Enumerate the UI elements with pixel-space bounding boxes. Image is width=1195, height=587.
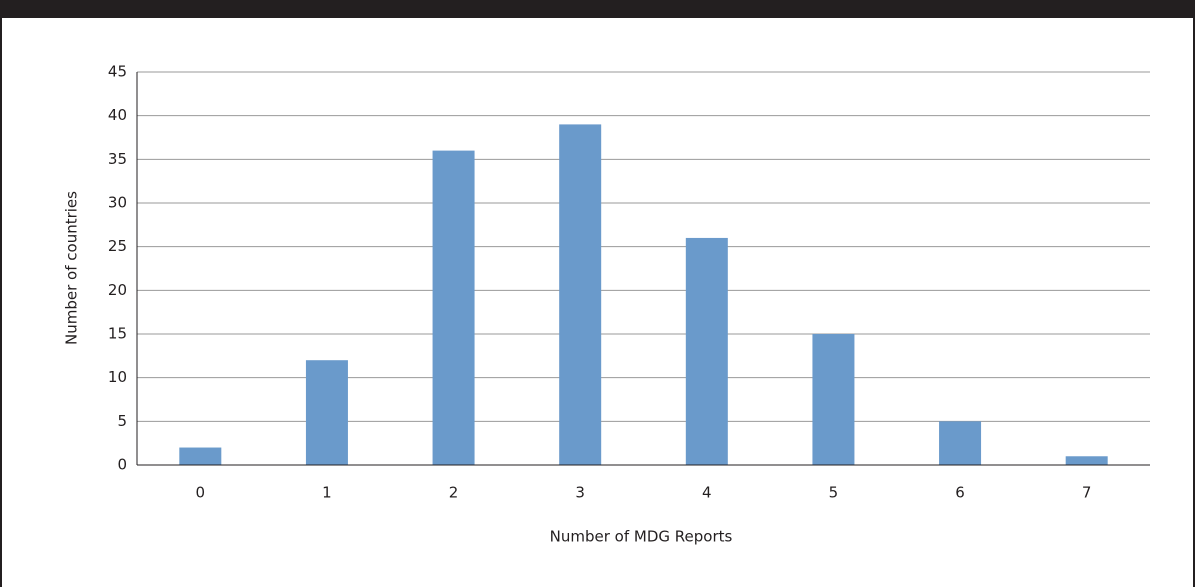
bar (685, 237, 728, 465)
y-tick-label: 25 (108, 237, 127, 255)
x-tick-label: 4 (702, 484, 712, 502)
header-band (0, 0, 1195, 18)
x-tick-label: 7 (1082, 484, 1092, 502)
y-tick-label: 10 (108, 368, 127, 386)
bar (305, 360, 348, 465)
bar (179, 447, 222, 465)
bar (1065, 456, 1108, 465)
y-axis-label: Number of countries (63, 191, 81, 345)
x-tick-label: 1 (322, 484, 332, 502)
bar (559, 124, 602, 466)
x-tick-label: 2 (449, 484, 459, 502)
y-tick-label: 20 (108, 281, 127, 299)
bar (432, 150, 475, 465)
x-tick-label: 5 (829, 484, 839, 502)
bar (812, 334, 855, 465)
y-tick-label: 40 (108, 106, 127, 124)
x-tick-label: 0 (196, 484, 206, 502)
y-tick-label: 45 (108, 63, 127, 81)
x-axis-label: Number of MDG Reports (550, 528, 733, 546)
y-tick-label: 0 (117, 456, 127, 474)
x-tick-label: 6 (955, 484, 965, 502)
bar (939, 421, 982, 465)
y-tick-label: 15 (108, 325, 127, 343)
y-tick-label: 30 (108, 194, 127, 212)
x-tick-label: 3 (575, 484, 585, 502)
y-tick-label: 35 (108, 150, 127, 168)
y-tick-label: 5 (117, 412, 127, 430)
